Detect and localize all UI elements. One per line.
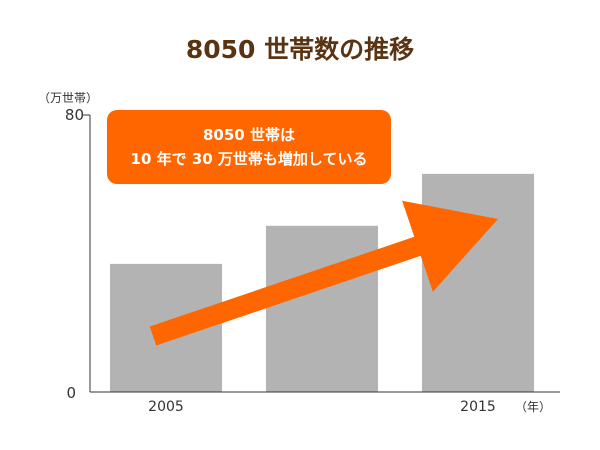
annotation-callout: 8050 世帯は 10 年で 30 万世帯も増加している (107, 110, 391, 184)
callout-line-2: 10 年で 30 万世帯も増加している (130, 150, 368, 168)
callout-line-1: 8050 世帯は (203, 126, 295, 144)
x-tick-label-2015: 2015 (460, 399, 496, 415)
y-tick-label-max: 80 (65, 106, 84, 124)
bar-2010 (266, 225, 378, 392)
x-tick-labels: 2005 2015 (148, 399, 496, 415)
y-tick-label-min: 0 (66, 384, 76, 402)
y-axis-unit-label: （万世帯） (38, 91, 98, 105)
x-axis-unit-label: （年） (515, 400, 551, 414)
chart-title: 8050 世帯数の推移 (185, 35, 415, 64)
x-tick-label-2005: 2005 (148, 399, 184, 415)
trend-arrow (149, 200, 499, 346)
